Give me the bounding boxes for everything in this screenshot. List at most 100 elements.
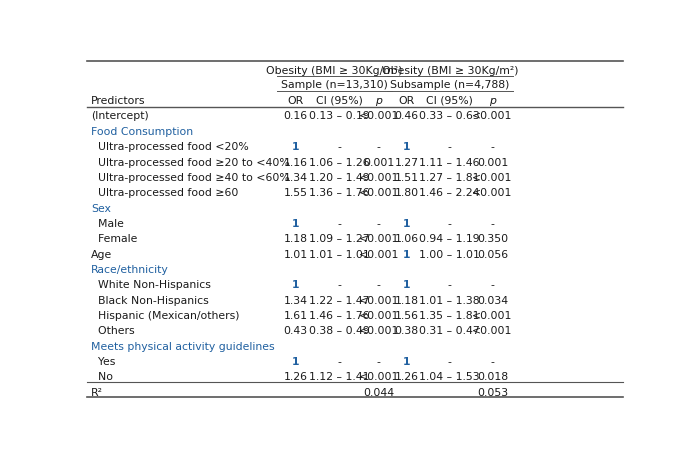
Text: 1.80: 1.80: [394, 188, 419, 198]
Text: -: -: [491, 280, 494, 290]
Text: <0.001: <0.001: [473, 310, 513, 320]
Text: -: -: [377, 142, 381, 152]
Text: (Intercept): (Intercept): [91, 111, 149, 121]
Text: -: -: [447, 142, 451, 152]
Text: p: p: [375, 95, 382, 106]
Text: 0.056: 0.056: [477, 249, 508, 259]
Text: 1.06: 1.06: [394, 234, 419, 244]
Text: 0.001: 0.001: [363, 157, 394, 167]
Text: 1.11 – 1.46: 1.11 – 1.46: [419, 157, 480, 167]
Text: <0.001: <0.001: [358, 325, 399, 336]
Text: 1.55: 1.55: [284, 188, 308, 198]
Text: Ultra-processed food ≥40 to <60%: Ultra-processed food ≥40 to <60%: [91, 173, 289, 183]
Text: 0.053: 0.053: [477, 387, 508, 397]
Text: 0.38: 0.38: [394, 325, 419, 336]
Text: 1: 1: [292, 356, 300, 366]
Text: 1.16: 1.16: [284, 157, 308, 167]
Text: R²: R²: [91, 387, 103, 397]
Text: 0.018: 0.018: [477, 372, 508, 381]
Text: -: -: [447, 356, 451, 366]
Text: 1.01 – 1.01: 1.01 – 1.01: [309, 249, 370, 259]
Text: Ultra-processed food ≥60: Ultra-processed food ≥60: [91, 188, 238, 198]
Text: -: -: [338, 142, 342, 152]
Text: 1: 1: [403, 218, 410, 229]
Text: OR: OR: [288, 95, 304, 106]
Text: -: -: [377, 280, 381, 290]
Text: No: No: [91, 372, 113, 381]
Text: Black Non-Hispanics: Black Non-Hispanics: [91, 295, 208, 305]
Text: 1: 1: [292, 218, 300, 229]
Text: Food Consumption: Food Consumption: [91, 127, 193, 136]
Text: 1.36 – 1.76: 1.36 – 1.76: [309, 188, 370, 198]
Text: -: -: [491, 356, 494, 366]
Text: 0.13 – 0.19: 0.13 – 0.19: [309, 111, 370, 121]
Text: 1: 1: [403, 249, 410, 259]
Text: <0.001: <0.001: [473, 173, 513, 183]
Text: Hispanic (Mexican/others): Hispanic (Mexican/others): [91, 310, 239, 320]
Text: 0.94 – 1.19: 0.94 – 1.19: [419, 234, 480, 244]
Text: 0.034: 0.034: [477, 295, 508, 305]
Text: 1.20 – 1.49: 1.20 – 1.49: [309, 173, 370, 183]
Text: 1: 1: [403, 142, 410, 152]
Text: <0.001: <0.001: [358, 372, 399, 381]
Text: Sex: Sex: [91, 203, 111, 213]
Text: -: -: [338, 218, 342, 229]
Text: Age: Age: [91, 249, 112, 259]
Text: p: p: [489, 95, 496, 106]
Text: <0.001: <0.001: [473, 325, 513, 336]
Text: 1.61: 1.61: [284, 310, 308, 320]
Text: Predictors: Predictors: [91, 95, 145, 106]
Text: Ultra-processed food ≥20 to <40%: Ultra-processed food ≥20 to <40%: [91, 157, 289, 167]
Text: 0.38 – 0.49: 0.38 – 0.49: [309, 325, 370, 336]
Text: -: -: [377, 356, 381, 366]
Text: -: -: [338, 356, 342, 366]
Text: <0.001: <0.001: [358, 234, 399, 244]
Text: -: -: [491, 142, 494, 152]
Text: 0.31 – 0.47: 0.31 – 0.47: [419, 325, 480, 336]
Text: OR: OR: [399, 95, 415, 106]
Text: 0.33 – 0.63: 0.33 – 0.63: [419, 111, 480, 121]
Text: 1.18: 1.18: [284, 234, 308, 244]
Text: 1.18: 1.18: [394, 295, 419, 305]
Text: <0.001: <0.001: [358, 310, 399, 320]
Text: 1.27: 1.27: [394, 157, 419, 167]
Text: 1.27 – 1.81: 1.27 – 1.81: [419, 173, 480, 183]
Text: -: -: [377, 218, 381, 229]
Text: <0.001: <0.001: [358, 111, 399, 121]
Text: 1.35 – 1.81: 1.35 – 1.81: [419, 310, 480, 320]
Text: Subsample (n=4,788): Subsample (n=4,788): [390, 80, 509, 90]
Text: 1.04 – 1.53: 1.04 – 1.53: [419, 372, 480, 381]
Text: 1.46 – 2.24: 1.46 – 2.24: [419, 188, 480, 198]
Text: 1.01 – 1.38: 1.01 – 1.38: [419, 295, 480, 305]
Text: <0.001: <0.001: [473, 111, 513, 121]
Text: 1: 1: [292, 142, 300, 152]
Text: -: -: [491, 218, 494, 229]
Text: Male: Male: [91, 218, 124, 229]
Text: <0.001: <0.001: [358, 188, 399, 198]
Text: 1.00 – 1.01: 1.00 – 1.01: [419, 249, 480, 259]
Text: 1.26: 1.26: [394, 372, 419, 381]
Text: 1.34: 1.34: [284, 295, 308, 305]
Text: 1.22 – 1.47: 1.22 – 1.47: [309, 295, 370, 305]
Text: CI (95%): CI (95%): [316, 95, 363, 106]
Text: Others: Others: [91, 325, 134, 336]
Text: 1.26: 1.26: [284, 372, 308, 381]
Text: 0.350: 0.350: [477, 234, 508, 244]
Text: Meets physical activity guidelines: Meets physical activity guidelines: [91, 341, 275, 351]
Text: 1.06 – 1.26: 1.06 – 1.26: [309, 157, 370, 167]
Text: <0.001: <0.001: [358, 249, 399, 259]
Text: Obesity (BMI ≥ 30Kg/m²): Obesity (BMI ≥ 30Kg/m²): [381, 66, 518, 76]
Text: 0.43: 0.43: [284, 325, 308, 336]
Text: <0.001: <0.001: [473, 188, 513, 198]
Text: 1.51: 1.51: [394, 173, 419, 183]
Text: 1.12 – 1.41: 1.12 – 1.41: [309, 372, 370, 381]
Text: -: -: [447, 280, 451, 290]
Text: Ultra-processed food <20%: Ultra-processed food <20%: [91, 142, 248, 152]
Text: <0.001: <0.001: [358, 173, 399, 183]
Text: 0.46: 0.46: [394, 111, 419, 121]
Text: 1: 1: [403, 280, 410, 290]
Text: 1.01: 1.01: [284, 249, 308, 259]
Text: 1.09 – 1.27: 1.09 – 1.27: [309, 234, 370, 244]
Text: -: -: [338, 280, 342, 290]
Text: 1.34: 1.34: [284, 173, 308, 183]
